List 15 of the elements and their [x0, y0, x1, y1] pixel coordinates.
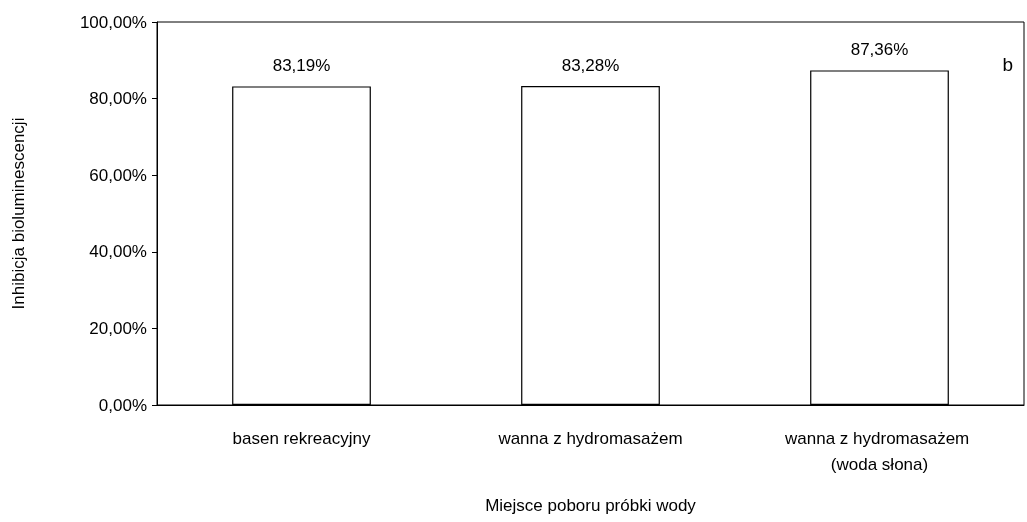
y-axis-title: Inhibicja bioluminescencji — [9, 117, 28, 310]
x-tick-label: wanna z hydromasażem — [497, 428, 683, 448]
data-label: 83,28% — [561, 56, 620, 76]
y-tick-label: 80,00% — [89, 89, 147, 109]
y-tick-label: 100,00% — [79, 12, 147, 32]
data-label: 87,36% — [850, 40, 909, 60]
x-axis-title: Miejsce poboru próbki wody — [485, 496, 697, 515]
data-label: 83,19% — [272, 56, 331, 76]
y-tick-label: 0,00% — [98, 395, 147, 415]
x-tick-label: basen rekreacyjny — [232, 428, 371, 448]
y-tick-label: 20,00% — [89, 318, 147, 338]
y-tick-label: 40,00% — [89, 242, 147, 262]
y-tick-label: 60,00% — [89, 165, 147, 185]
x-tick-label: wanna z hydromasażem (woda słona) — [784, 428, 974, 474]
annotation: b — [1002, 54, 1014, 75]
